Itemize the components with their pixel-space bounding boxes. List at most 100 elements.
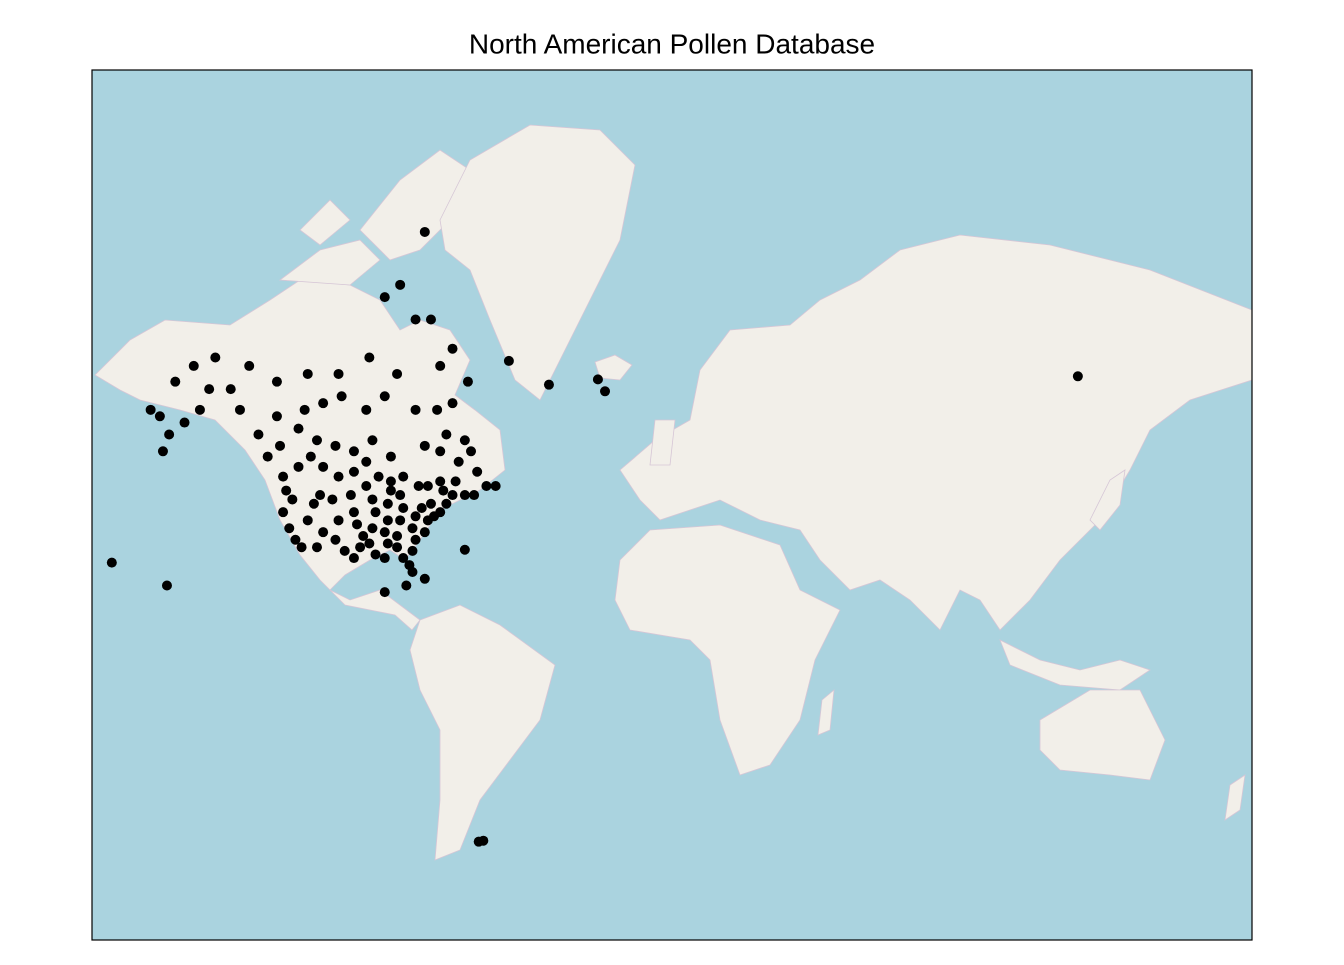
japan [1089,469,1126,531]
site-point [287,494,298,505]
site-point [419,527,430,538]
site-point [315,490,326,501]
site-point [395,279,406,290]
site-point [157,446,168,457]
site-point [432,404,443,415]
site-point [234,404,245,415]
madagascar [817,689,835,736]
site-point [318,527,329,538]
site-point [382,515,393,526]
site-point [398,471,409,482]
site-point [416,503,427,514]
site-point [592,374,603,385]
site-point [271,411,282,422]
africa [614,524,841,776]
site-point [311,542,322,553]
site-point [281,485,292,496]
site-point [355,542,366,553]
site-point [392,530,403,541]
site-point [194,404,205,415]
site-point [422,481,433,492]
site-point [275,440,286,451]
site-point [382,498,393,509]
site-point [339,545,350,556]
site-point [392,368,403,379]
site-point [106,557,117,568]
site-point [385,451,396,462]
site-point [210,352,221,363]
site-point [293,423,304,434]
map-border [91,69,1253,941]
site-point [333,368,344,379]
site-point [379,527,390,538]
site-point [367,523,378,534]
site-point [358,530,369,541]
site-point [503,355,514,366]
site-point [398,503,409,514]
site-point [367,435,378,446]
site-point [345,490,356,501]
site-point [278,471,289,482]
eurasia [619,234,1253,631]
site-point [410,534,421,545]
site-point [170,376,181,387]
south-america [409,604,556,861]
site-point [373,471,384,482]
site-point [244,360,255,371]
site-point [453,456,464,467]
site-point [385,485,396,496]
site-point [385,476,396,487]
site-point [284,523,295,534]
site-point [161,580,172,591]
site-point [290,534,301,545]
site-point [333,515,344,526]
site-point [407,545,418,556]
indonesia [999,639,1151,691]
site-point [392,542,403,553]
site-points [106,226,1083,847]
site-point [435,446,446,457]
site-point [305,451,316,462]
site-point [382,538,393,549]
site-point [361,481,372,492]
site-point [352,519,363,530]
site-point [425,314,436,325]
site-point [472,466,483,477]
site-point [348,466,359,477]
site-point [318,398,329,409]
site-point [543,379,554,390]
site-point [447,398,458,409]
site-point [318,461,329,472]
site-point [370,549,381,560]
britain [649,419,676,466]
site-point [425,498,436,509]
site-point [413,481,424,492]
site-point [450,476,461,487]
site-point [459,490,470,501]
site-point [364,352,375,363]
site-point [401,580,412,591]
site-point [379,587,390,598]
site-point [154,411,165,422]
site-point [164,429,175,440]
greenland [439,124,636,401]
site-point [311,435,322,446]
site-point [419,440,430,451]
site-point [407,523,418,534]
site-point [188,360,199,371]
site-point [348,507,359,518]
site-point [447,343,458,354]
site-point [271,376,282,387]
site-point [459,435,470,446]
site-point [296,542,307,553]
site-point [419,573,430,584]
site-point [435,360,446,371]
site-point [462,376,473,387]
site-point [348,446,359,457]
site-point [435,507,446,518]
site-point [459,544,470,555]
site-point [299,404,310,415]
map-frame [91,69,1253,941]
land [94,124,1253,861]
